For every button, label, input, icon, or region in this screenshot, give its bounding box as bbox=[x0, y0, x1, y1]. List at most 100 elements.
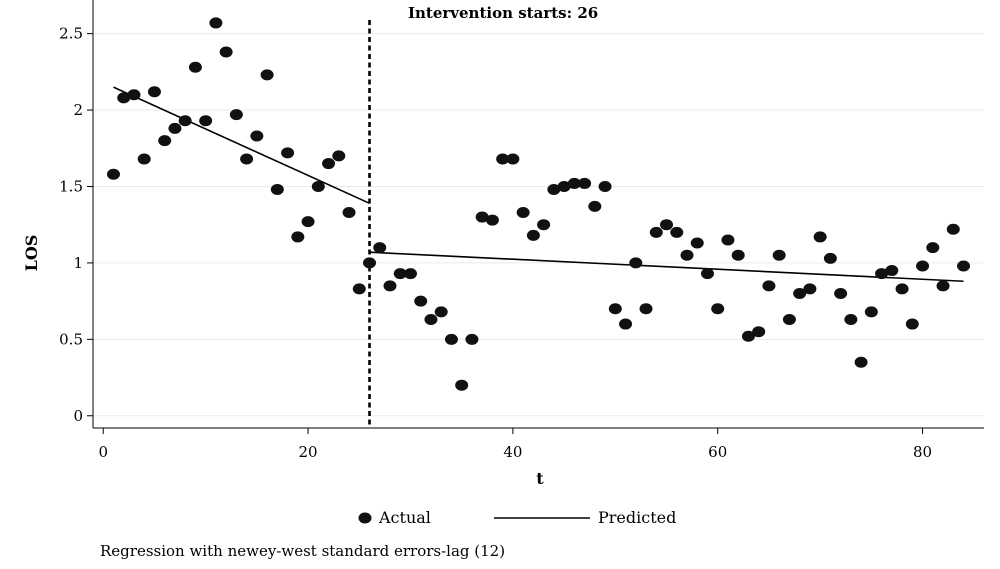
data-point bbox=[537, 219, 551, 231]
data-point bbox=[352, 283, 366, 295]
legend-actual-marker bbox=[358, 512, 372, 524]
data-point bbox=[578, 177, 592, 189]
x-tick-label: 80 bbox=[913, 443, 932, 461]
x-tick-label: 40 bbox=[503, 443, 522, 461]
data-point bbox=[444, 333, 458, 345]
data-point bbox=[793, 287, 807, 299]
data-point bbox=[188, 61, 202, 73]
data-point bbox=[741, 330, 755, 342]
data-point bbox=[762, 280, 776, 292]
axes: 0 0.5 1 1.5 2 2.5 0 20 40 60 80 bbox=[59, 0, 984, 461]
data-point bbox=[260, 69, 274, 81]
chart-labels: LOS t Intervention starts: 26 bbox=[22, 4, 598, 488]
y-tick-label: 0 bbox=[73, 407, 83, 425]
y-tick-label: 2 bbox=[73, 101, 83, 119]
data-point bbox=[240, 153, 254, 165]
y-tick-label: 1 bbox=[73, 254, 83, 272]
predicted-line-segment bbox=[369, 251, 964, 283]
data-point bbox=[393, 268, 407, 280]
data-point bbox=[475, 211, 489, 223]
data-point bbox=[178, 115, 192, 127]
data-point bbox=[322, 158, 336, 170]
data-point bbox=[342, 206, 356, 218]
data-point bbox=[844, 313, 858, 325]
data-point bbox=[926, 242, 940, 254]
data-point bbox=[496, 153, 510, 165]
data-point bbox=[526, 229, 540, 241]
data-point bbox=[885, 265, 899, 277]
data-point bbox=[957, 260, 971, 272]
data-point bbox=[639, 303, 653, 315]
data-point bbox=[137, 153, 151, 165]
data-point bbox=[168, 122, 182, 134]
data-point bbox=[557, 180, 571, 192]
data-point bbox=[680, 249, 694, 261]
predicted-line-segment bbox=[113, 86, 370, 205]
data-point bbox=[772, 249, 786, 261]
data-point bbox=[721, 234, 735, 246]
data-point bbox=[424, 313, 438, 325]
gridlines bbox=[93, 33, 984, 417]
regression-footnote: Regression with newey-west standard erro… bbox=[100, 542, 505, 560]
y-tick-label: 2.5 bbox=[59, 25, 83, 43]
data-point bbox=[916, 260, 930, 272]
data-point bbox=[567, 177, 581, 189]
data-point bbox=[250, 130, 264, 142]
data-point bbox=[946, 223, 960, 235]
data-point bbox=[608, 303, 622, 315]
data-point bbox=[619, 318, 633, 330]
intervention-label: Intervention starts: 26 bbox=[408, 4, 598, 22]
data-point bbox=[158, 135, 172, 147]
data-point bbox=[506, 153, 520, 165]
data-point bbox=[311, 180, 325, 192]
data-point bbox=[854, 356, 868, 368]
data-point bbox=[629, 257, 643, 269]
data-point bbox=[936, 280, 950, 292]
data-point bbox=[117, 92, 131, 104]
x-tick-label: 0 bbox=[98, 443, 108, 461]
data-point bbox=[711, 303, 725, 315]
data-point bbox=[864, 306, 878, 318]
actual-series bbox=[106, 17, 971, 391]
x-axis-title: t bbox=[536, 469, 544, 488]
data-point bbox=[209, 17, 223, 29]
data-point bbox=[782, 313, 796, 325]
data-point bbox=[363, 257, 377, 269]
y-tick-label: 1.5 bbox=[59, 177, 83, 195]
data-point bbox=[895, 283, 909, 295]
x-tick-label: 60 bbox=[708, 443, 727, 461]
y-tick-label: 0.5 bbox=[59, 330, 83, 348]
data-point bbox=[199, 115, 213, 127]
y-axis-title: LOS bbox=[22, 235, 41, 272]
data-point bbox=[465, 333, 479, 345]
data-point bbox=[588, 200, 602, 212]
legend: Actual Predicted bbox=[358, 508, 676, 527]
data-point bbox=[690, 237, 704, 249]
data-point bbox=[147, 86, 161, 98]
legend-actual-label: Actual bbox=[378, 508, 431, 527]
data-point bbox=[383, 280, 397, 292]
data-point bbox=[485, 214, 499, 226]
data-point bbox=[516, 206, 530, 218]
data-point bbox=[229, 109, 243, 121]
legend-predicted-label: Predicted bbox=[598, 508, 676, 527]
data-point bbox=[434, 306, 448, 318]
data-point bbox=[834, 287, 848, 299]
data-point bbox=[373, 242, 387, 254]
data-point bbox=[281, 147, 295, 159]
data-point bbox=[731, 249, 745, 261]
data-point bbox=[649, 226, 663, 238]
data-point bbox=[670, 226, 684, 238]
predicted-series bbox=[113, 86, 964, 283]
data-point bbox=[752, 326, 766, 338]
x-tick-label: 20 bbox=[299, 443, 318, 461]
data-point bbox=[414, 295, 428, 307]
data-point bbox=[813, 231, 827, 243]
data-point bbox=[106, 168, 120, 180]
data-point bbox=[875, 268, 889, 280]
data-point bbox=[455, 379, 469, 391]
data-point bbox=[660, 219, 674, 231]
data-point bbox=[291, 231, 305, 243]
data-point bbox=[803, 283, 817, 295]
